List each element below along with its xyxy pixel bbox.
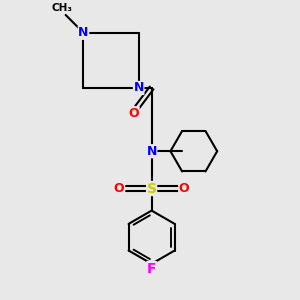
Text: S: S [147,182,157,196]
Text: N: N [134,81,144,94]
Text: F: F [147,262,156,276]
Text: O: O [128,107,139,120]
Text: CH₃: CH₃ [51,4,72,14]
Text: N: N [146,145,157,158]
Text: O: O [179,182,189,195]
Text: N: N [78,26,89,39]
Text: O: O [114,182,124,195]
